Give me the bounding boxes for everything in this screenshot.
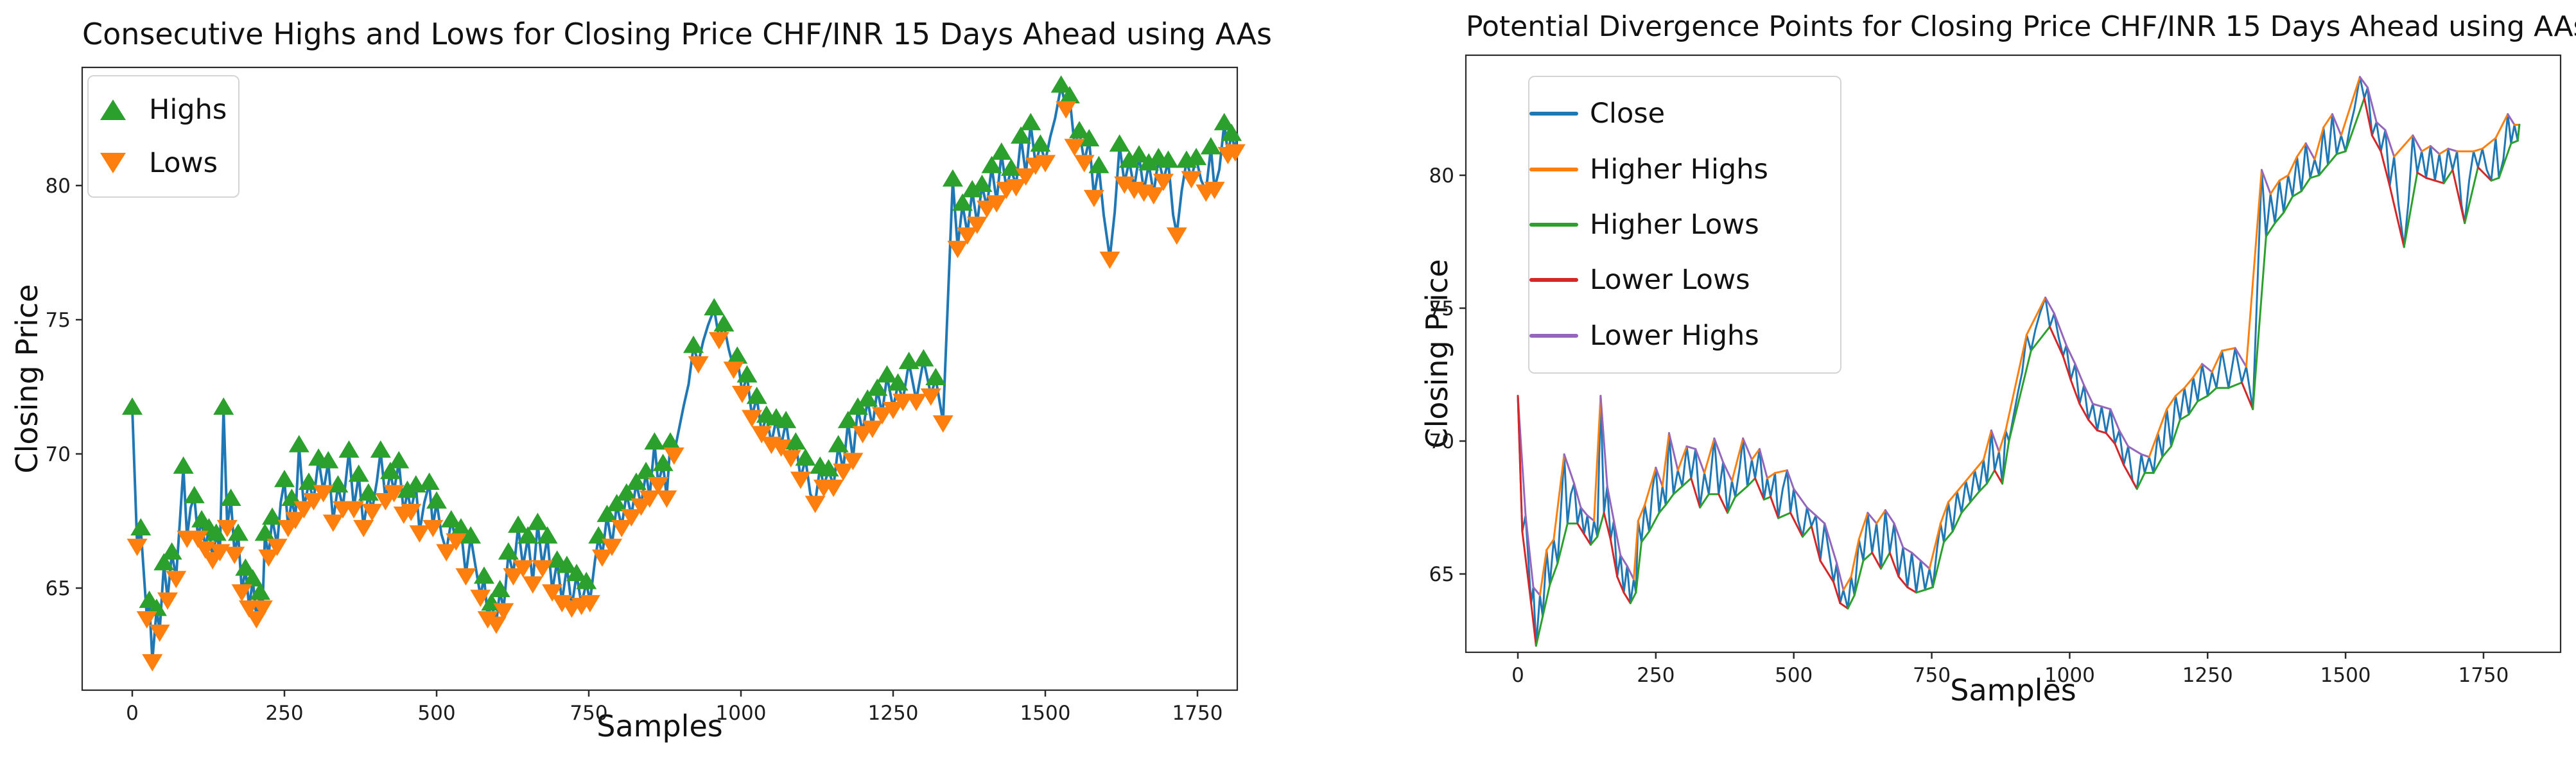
legend-label-higher-lows: Higher Lows [1590, 208, 1759, 241]
left-x-axis-label: Samples [596, 709, 723, 743]
svg-text:1500: 1500 [1020, 702, 1071, 725]
svg-text:1750: 1750 [2458, 664, 2509, 687]
lows-triangle-down-icon [100, 153, 126, 174]
svg-text:65: 65 [1429, 563, 1454, 586]
legend-item-higher-highs: Higher Highs [1529, 153, 1840, 186]
svg-text:1250: 1250 [868, 702, 919, 725]
svg-text:750: 750 [570, 702, 607, 725]
right-x-axis-label: Samples [1950, 673, 2076, 708]
svg-text:1000: 1000 [716, 702, 767, 725]
legend-item-higher-lows: Higher Lows [1529, 209, 1840, 241]
svg-text:1250: 1250 [2182, 664, 2233, 687]
svg-text:1750: 1750 [1172, 702, 1223, 725]
svg-text:250: 250 [1637, 664, 1675, 687]
legend-label-lows: Lows [149, 147, 218, 180]
left-chart-title: Consecutive Highs and Lows for Closing P… [82, 17, 1273, 51]
higher-highs-line-icon [1529, 167, 1578, 171]
svg-text:0: 0 [126, 702, 139, 725]
legend-label-lower-highs: Lower Highs [1590, 319, 1759, 352]
svg-text:500: 500 [417, 702, 455, 725]
svg-text:75: 75 [1429, 297, 1454, 320]
left-legend: Highs Lows [87, 75, 239, 198]
legend-item-lower-highs: Lower Highs [1529, 320, 1840, 352]
right-legend: Close Higher Highs Higher Lows Lower Low… [1528, 76, 1841, 374]
legend-item-close: Close [1529, 98, 1840, 130]
svg-text:80: 80 [1429, 164, 1454, 187]
svg-text:250: 250 [265, 702, 303, 725]
right-chart-title: Potential Divergence Points for Closing … [1466, 10, 2576, 43]
svg-text:70: 70 [46, 443, 71, 466]
svg-text:1500: 1500 [2320, 664, 2371, 687]
legend-label-lower-lows: Lower Lows [1590, 264, 1750, 297]
svg-text:750: 750 [1913, 664, 1951, 687]
higher-lows-line-icon [1529, 222, 1578, 227]
svg-text:1000: 1000 [2044, 664, 2095, 687]
legend-label-higher-highs: Higher Highs [1590, 153, 1768, 186]
legend-item-highs: Highs [89, 94, 238, 126]
legend-label-highs: Highs [149, 93, 227, 126]
lower-highs-line-icon [1529, 333, 1578, 338]
svg-text:500: 500 [1775, 664, 1813, 687]
lower-lows-line-icon [1529, 278, 1578, 282]
highs-triangle-up-icon [100, 99, 126, 120]
svg-text:70: 70 [1429, 430, 1454, 453]
svg-text:80: 80 [46, 175, 71, 198]
legend-label-close: Close [1590, 98, 1666, 130]
svg-text:75: 75 [46, 309, 71, 332]
close-line-icon [1529, 112, 1578, 116]
svg-text:0: 0 [1511, 664, 1524, 687]
legend-item-lower-lows: Lower Lows [1529, 264, 1840, 296]
svg-text:65: 65 [46, 577, 71, 600]
legend-item-lows: Lows [89, 147, 238, 179]
